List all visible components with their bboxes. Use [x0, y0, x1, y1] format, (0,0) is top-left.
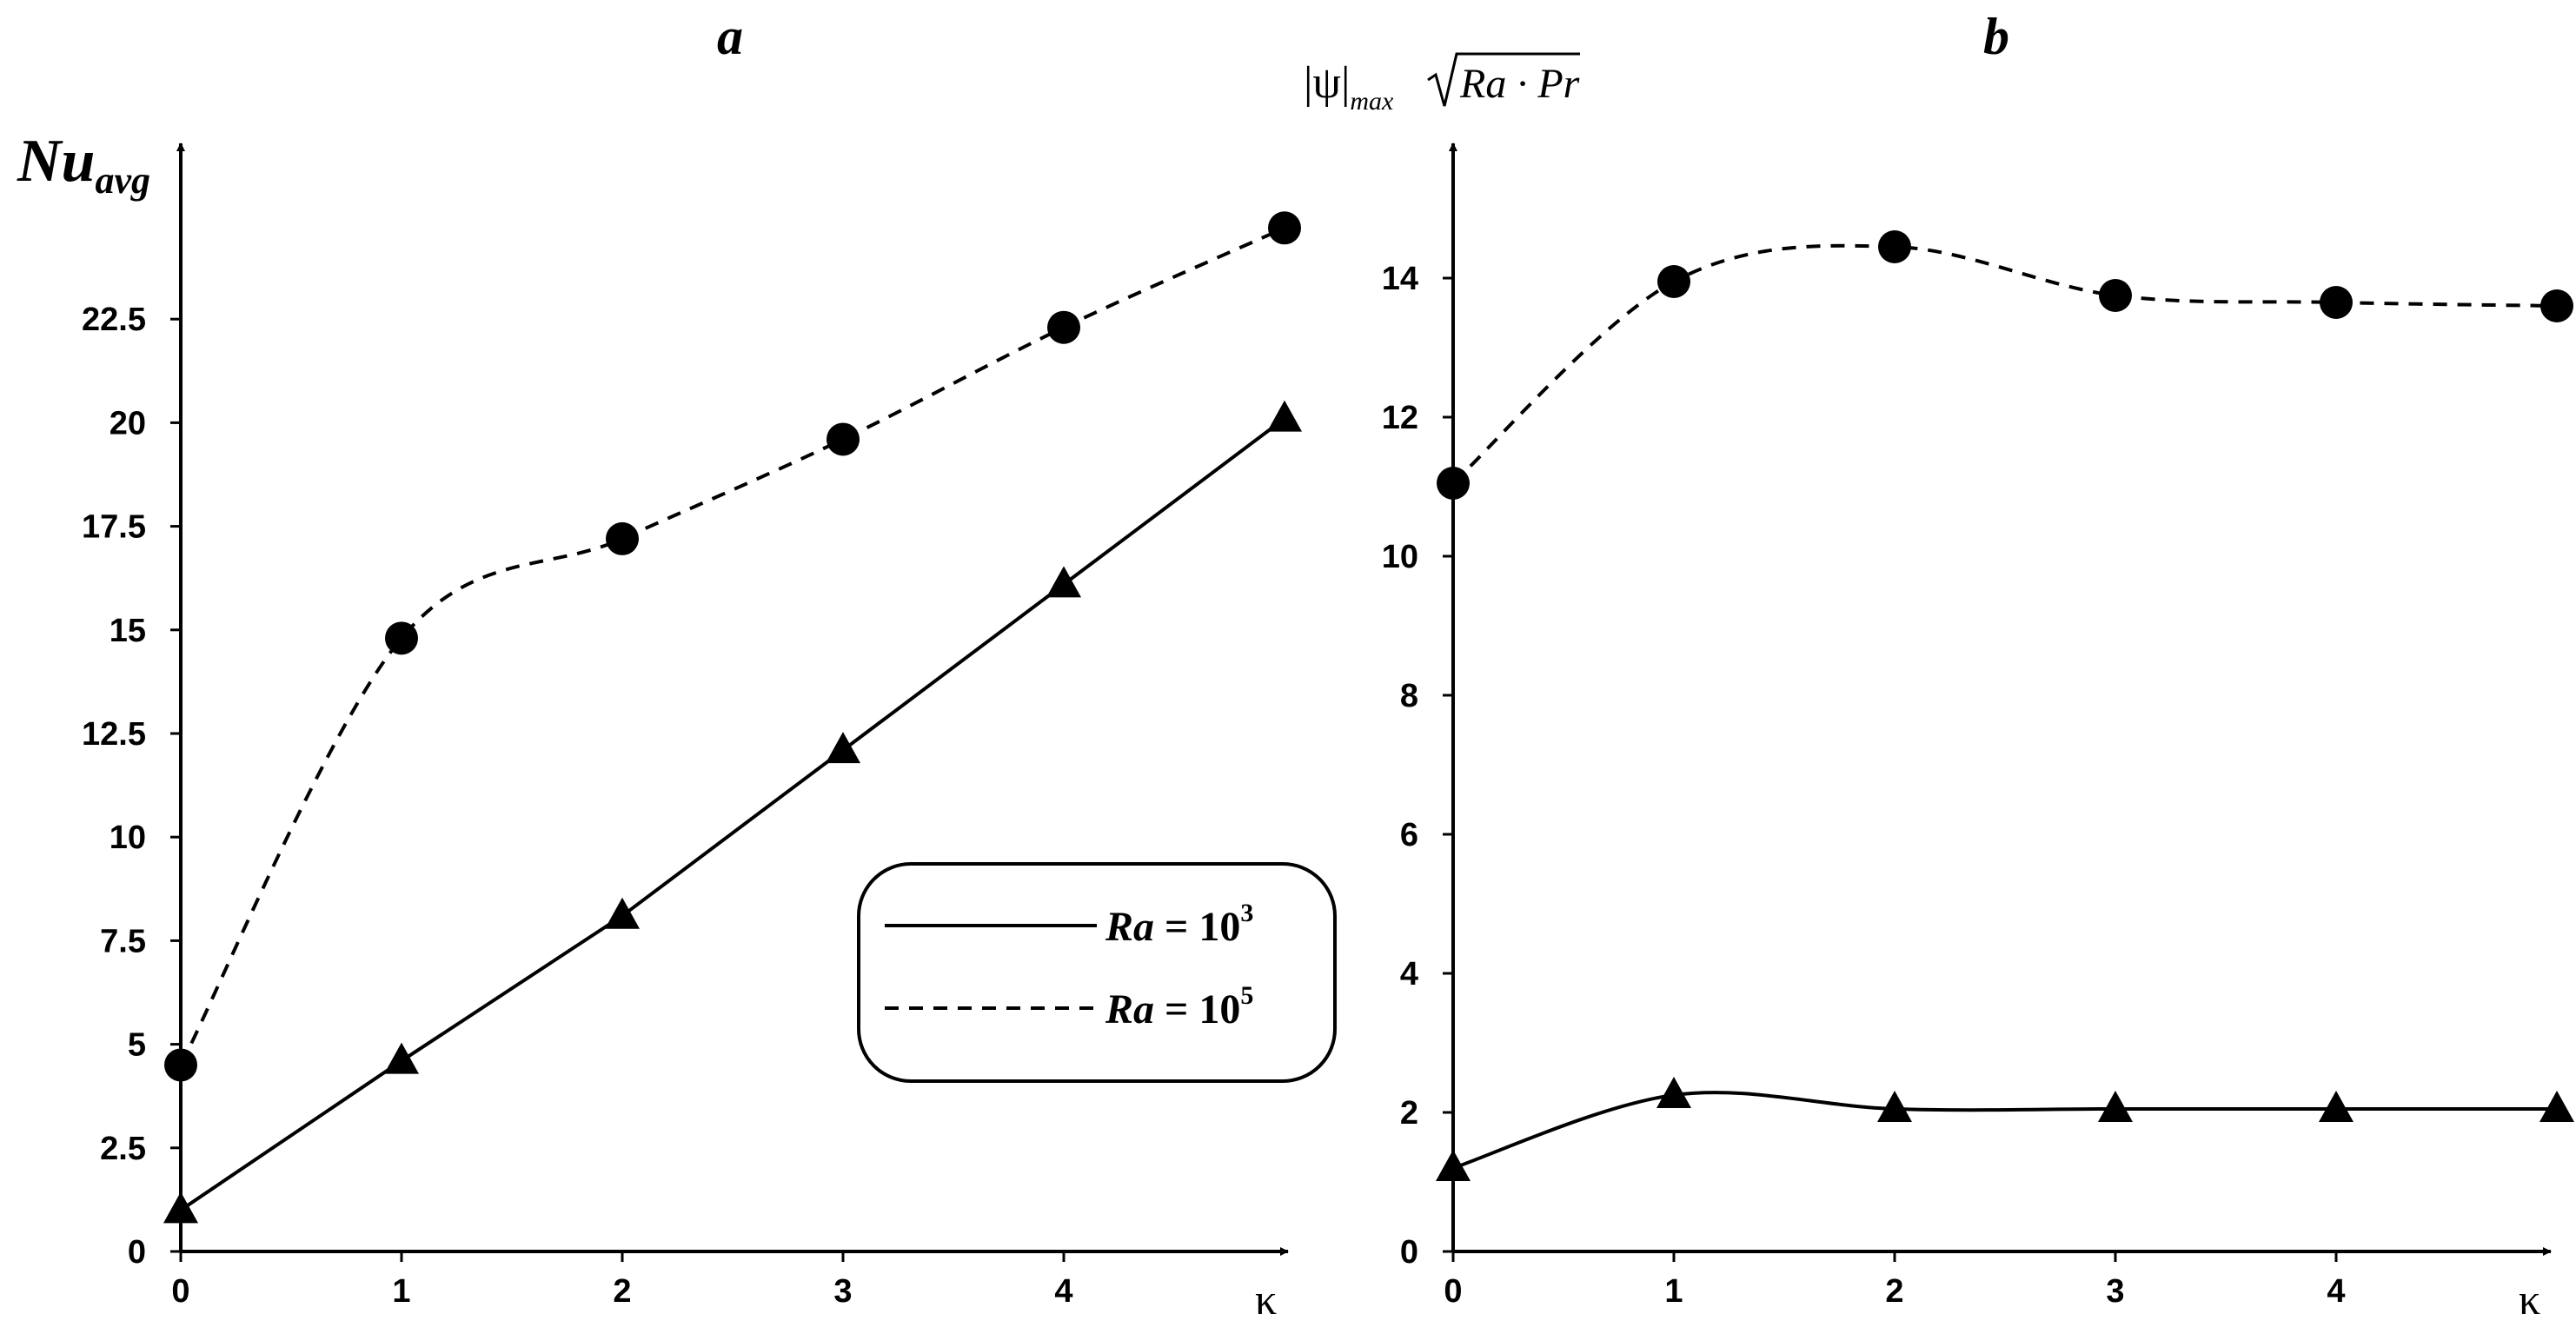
panel-b-xtick-label: 1: [1664, 1273, 1683, 1310]
panel-b-ylabel: |ψ|max Ra · Pr: [1304, 52, 1580, 116]
legend-label-ra5: Ra = 105: [1105, 981, 1253, 1032]
panel-a-point-circle: [164, 1048, 197, 1082]
legend-ra3-main: Ra: [1105, 904, 1154, 950]
panel-b-point-circle: [2540, 289, 2573, 322]
panel-b-point-circle: [1657, 265, 1690, 298]
panel-b-xtick-label: 4: [2327, 1273, 2345, 1310]
panel-a-axes: 0 2.5 5 7.5 10 12.5 15 17.5 20 22.5 0 1 2 3 4: [82, 143, 1289, 1310]
legend-ra5-eq: = 10: [1154, 986, 1240, 1032]
panel-b-marks: [1436, 230, 2574, 1181]
panel-b-ytick-label: 4: [1400, 956, 1418, 992]
panel-b-point-triangle: [2098, 1091, 2133, 1122]
panel-b-ylabel-psi: |ψ|max: [1304, 58, 1394, 116]
panel-b-point-triangle: [1877, 1091, 1912, 1122]
panel-a-title: a: [717, 8, 743, 65]
panel-b-ylabel-sub: max: [1350, 87, 1394, 116]
panel-a-ytick-label: 17.5: [82, 509, 146, 546]
panel-a-ytick-label: 15: [110, 613, 146, 649]
legend-ra5-exp: 5: [1240, 981, 1253, 1010]
panel-a-point-circle: [606, 521, 639, 555]
panel-a-point-triangle: [605, 897, 640, 929]
panel-b-ylabel-psi-text: |ψ|: [1304, 58, 1350, 108]
panel-b-point-triangle: [2539, 1091, 2574, 1122]
panel-b-ytick-label: 2: [1400, 1095, 1418, 1132]
panel-b-point-circle: [1878, 230, 1911, 263]
panel-a-point-triangle: [384, 1042, 419, 1074]
panel-b-xtick-label: 2: [1885, 1273, 1903, 1310]
panel-b-ytick-label: 10: [1382, 539, 1418, 575]
panel-b-ytick-label: 8: [1400, 678, 1418, 714]
panel-b-ytick-label: 6: [1400, 817, 1418, 853]
panel-b-point-triangle: [1656, 1077, 1691, 1108]
panel-b-xtick-label: 0: [1444, 1273, 1462, 1310]
panel-b-ytick-label: 14: [1382, 261, 1418, 297]
panel-a-xlabel: κ: [1255, 1275, 1277, 1321]
panel-a-point-triangle: [163, 1192, 198, 1224]
sqrt-radical-sign: [1427, 52, 1580, 107]
panel-a-series-line-ra5: [179, 226, 1285, 1066]
panel-b-series-line-ra5: [1451, 243, 2558, 485]
panel-a-series-line-ra3: [179, 417, 1286, 1211]
panel-a-ylabel: Nuavg: [17, 128, 150, 202]
panel-a-ytick-label: 2.5: [100, 1131, 146, 1167]
panel-a-ylabel-main: Nu: [17, 128, 95, 195]
legend-ra3-exp: 3: [1240, 899, 1253, 927]
panel-a-xtick-label: 1: [392, 1273, 410, 1310]
panel-b-point-triangle: [2319, 1091, 2354, 1122]
panel-b-xlabel: κ: [2519, 1275, 2540, 1321]
panel-b-point-triangle: [1436, 1150, 1471, 1181]
panel-a-point-circle: [1047, 310, 1080, 344]
legend-ra3-eq: = 10: [1154, 904, 1240, 950]
legend-label-ra3: Ra = 103: [1105, 899, 1253, 950]
panel-a-point-circle: [1268, 211, 1301, 245]
panel-b-ylabel-root: Ra · Pr: [1459, 61, 1580, 107]
panel-b-series-line-ra3: [1452, 1091, 2557, 1170]
panel-a-point-circle: [385, 621, 418, 655]
panel-b-xtick-label: 3: [2106, 1273, 2124, 1310]
panel-b-point-circle: [2099, 279, 2132, 312]
legend-ra5-main: Ra: [1105, 986, 1154, 1032]
panel-a-point-triangle: [1267, 400, 1302, 432]
panel-a-ytick-label: 5: [128, 1027, 146, 1064]
panel-a-ytick-label: 12.5: [82, 716, 146, 753]
panel-a-xtick-label: 3: [833, 1273, 852, 1310]
panel-b-title: b: [1983, 8, 2009, 65]
panel-a-marks: [163, 211, 1302, 1224]
panel-a-point-triangle: [1046, 566, 1081, 598]
panel-a-ytick-label: 22.5: [82, 302, 146, 338]
panel-b-ytick-label: 12: [1382, 400, 1418, 436]
panel-a-ytick-label: 20: [110, 405, 146, 441]
panel-a-ylabel-sub: avg: [95, 159, 150, 202]
panel-a-xtick-label: 4: [1054, 1273, 1072, 1310]
legend: Ra = 103 Ra = 105: [857, 862, 1337, 1083]
panel-a-xtick-label: 0: [171, 1273, 189, 1310]
panel-a-ytick-label: 10: [110, 820, 146, 856]
panel-b-point-circle: [1437, 467, 1470, 500]
legend-box: [857, 862, 1337, 1083]
panel-a-point-triangle: [826, 732, 860, 764]
panel-a-ytick-label: 7.5: [100, 923, 146, 959]
panel-b-point-circle: [2320, 286, 2353, 319]
panel-a-ytick-label: 0: [128, 1234, 146, 1271]
panel-a-xtick-label: 2: [613, 1273, 631, 1310]
panel-b-ytick-label: 0: [1400, 1234, 1418, 1271]
panel-a-point-circle: [827, 422, 860, 456]
